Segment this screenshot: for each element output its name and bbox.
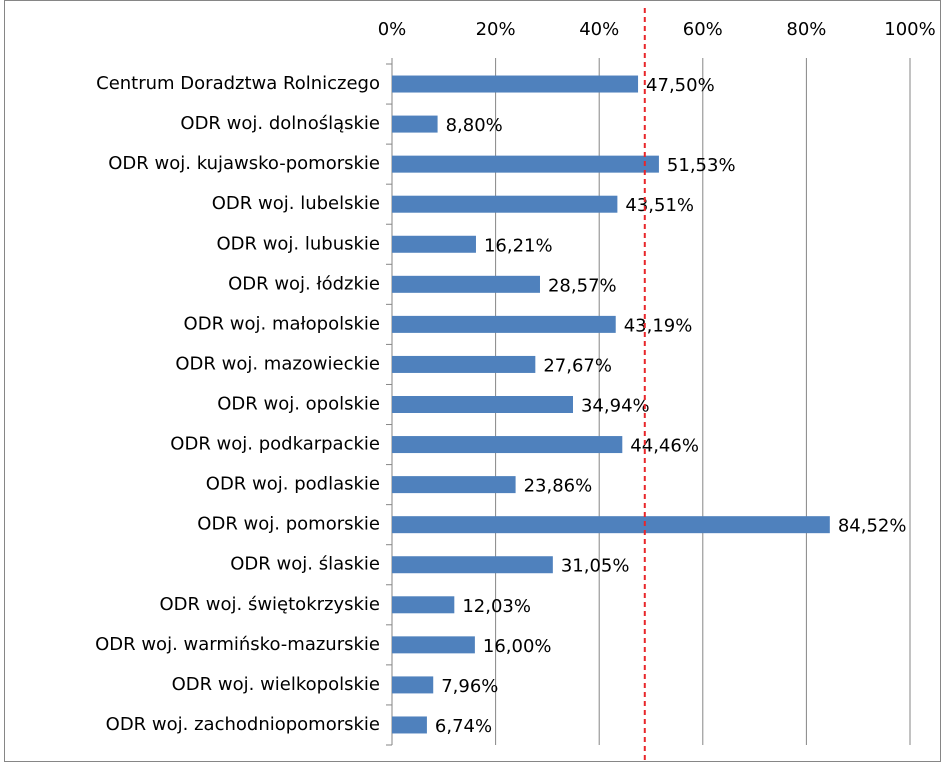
value-label: 43,51% (625, 195, 694, 216)
bar (392, 636, 475, 654)
bar (392, 75, 639, 93)
bar (392, 155, 659, 173)
chart-frame (4, 0, 941, 762)
x-tick-label: 0% (378, 19, 407, 40)
value-label: 27,67% (543, 355, 612, 376)
bar (392, 556, 553, 574)
x-tick-label: 80% (786, 19, 826, 40)
value-label: 44,46% (630, 436, 699, 457)
value-label: 28,57% (548, 275, 617, 296)
y-tick-label: ODR woj. opolskie (217, 394, 380, 415)
bar (392, 315, 616, 333)
y-tick-label: ODR woj. ślaskie (230, 554, 380, 575)
value-label: 16,21% (484, 235, 553, 256)
y-tick-label: ODR woj. zachodniopomorskie (106, 714, 380, 735)
y-tick-label: ODR woj. pomorskie (197, 514, 380, 535)
y-tick-label: ODR woj. lubelskie (212, 193, 380, 214)
x-tick-label: 40% (579, 19, 619, 40)
value-label: 51,53% (667, 155, 736, 176)
bar (392, 115, 438, 133)
y-tick-label: ODR woj. łódzkie (228, 273, 380, 294)
y-tick-label: ODR woj. dolnośląskie (180, 113, 380, 134)
bar (392, 476, 516, 494)
value-label: 16,00% (483, 636, 552, 657)
x-tick-label: 100% (884, 19, 935, 40)
value-label: 34,94% (581, 396, 650, 417)
bar (392, 396, 573, 413)
bar (392, 355, 536, 373)
value-label: 84,52% (838, 516, 907, 537)
bar (392, 436, 623, 454)
y-tick-label: ODR woj. świętokrzyskie (160, 594, 380, 615)
y-tick-label: ODR woj. podlaskie (206, 474, 380, 495)
bar (392, 716, 427, 734)
y-tick-label: ODR woj. mazowieckie (175, 353, 380, 374)
y-tick-label: Centrum Doradztwa Rolniczego (96, 73, 380, 94)
value-label: 8,80% (446, 115, 503, 136)
value-label: 23,86% (524, 476, 593, 497)
bar (392, 516, 830, 534)
value-label: 7,96% (441, 676, 498, 697)
value-label: 47,50% (646, 75, 715, 96)
value-label: 6,74% (435, 716, 492, 737)
bar (392, 195, 618, 213)
y-tick-label: ODR woj. wielkopolskie (172, 674, 380, 695)
y-tick-label: ODR woj. podkarpackie (170, 434, 380, 455)
value-label: 31,05% (561, 556, 630, 577)
y-tick-label: ODR woj. kujawsko-pomorskie (108, 153, 380, 174)
y-tick-label: ODR woj. lubuskie (216, 233, 380, 254)
bar (392, 275, 540, 293)
value-label: 12,03% (462, 596, 531, 617)
y-tick-label: ODR woj. małopolskie (184, 313, 380, 334)
value-label: 43,19% (624, 315, 693, 336)
x-tick-label: 60% (683, 19, 723, 40)
y-tick-label: ODR woj. warmińsko-mazurskie (95, 634, 380, 655)
x-tick-label: 20% (476, 19, 516, 40)
bar (392, 596, 455, 614)
bar (392, 676, 434, 694)
bar (392, 235, 476, 253)
